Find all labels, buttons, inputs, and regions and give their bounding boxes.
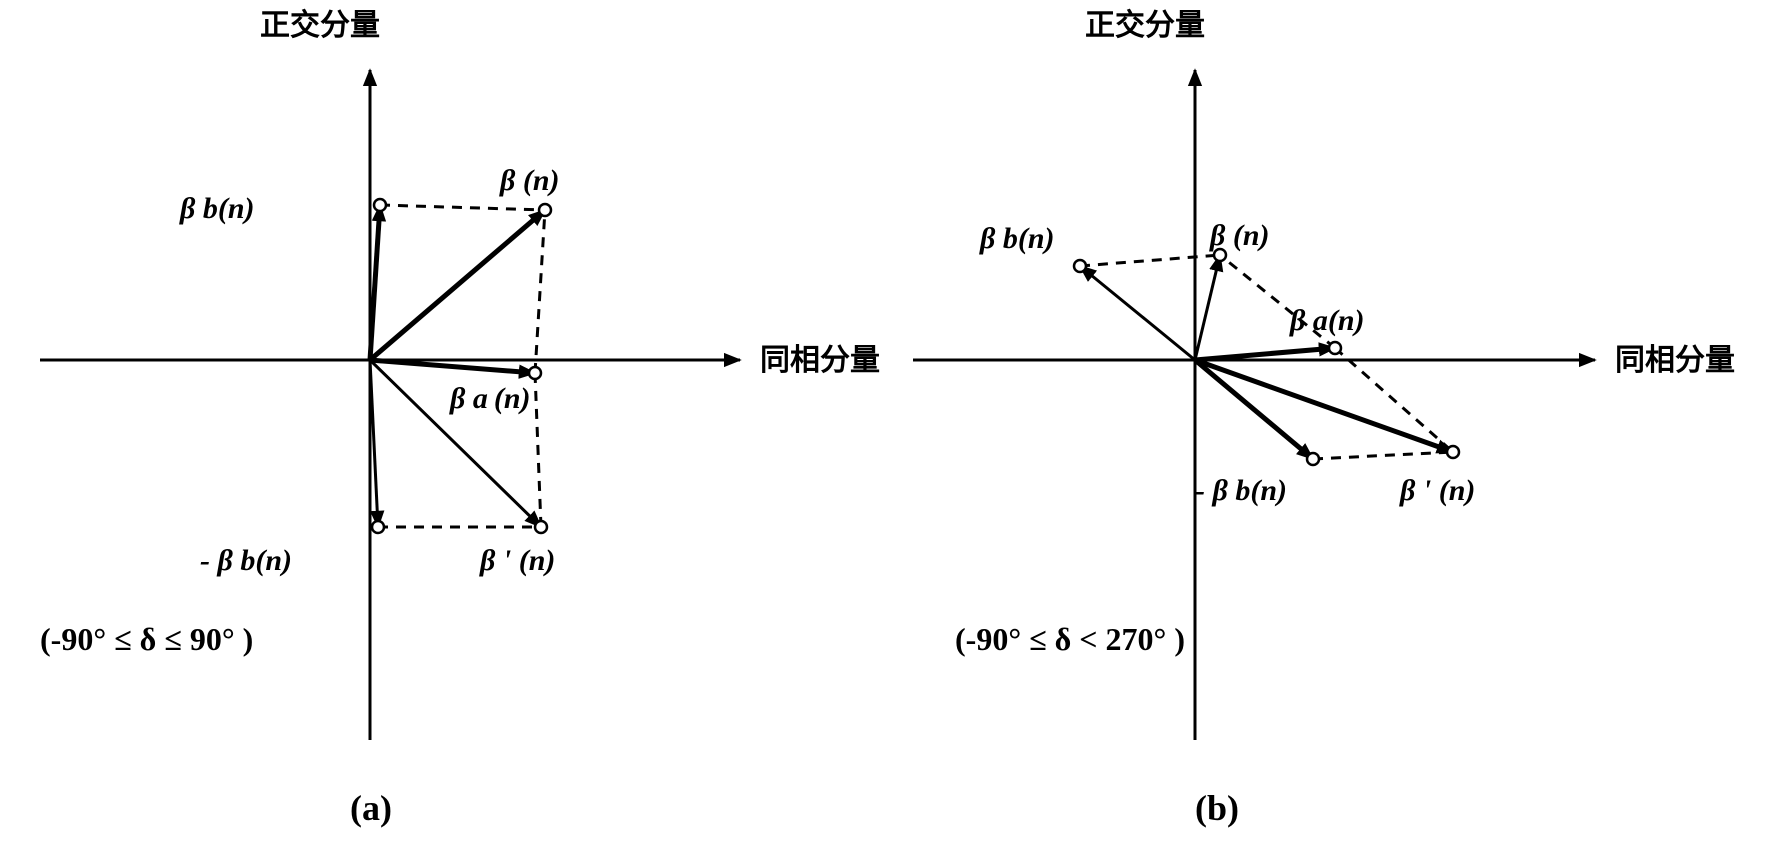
dash-bb-to-beta xyxy=(1080,255,1220,266)
lbl-neg-beta-b: - β b(n) xyxy=(200,544,292,577)
range-a: (-90° ≤ δ ≤ 90° ) xyxy=(40,621,253,657)
vec-beta xyxy=(1195,255,1220,360)
x-axis-label: 同相分量 xyxy=(1615,344,1735,377)
y-axis-label: 正交分量 xyxy=(1085,8,1205,42)
x-axis-label: 同相分量 xyxy=(760,344,880,377)
lbl-beta-prime: β ' (n) xyxy=(479,544,555,577)
y-axis-label: 正交分量 xyxy=(260,8,380,42)
dash-ba-to-beta xyxy=(535,210,545,373)
vec-beta-a xyxy=(370,360,535,373)
pt-beta-b xyxy=(374,199,386,211)
pt-beta-a xyxy=(529,367,541,379)
dash-bb-to-beta xyxy=(380,205,545,210)
pt-neg-beta-b xyxy=(1307,453,1319,465)
page: 正交分量 同相分量 β b(n) β (n) β a (n) - β b(n) … xyxy=(0,0,1790,843)
pt-beta-b xyxy=(1074,260,1086,272)
vec-beta-b xyxy=(1080,266,1195,360)
lbl-beta: β (n) xyxy=(1209,219,1270,252)
pt-beta xyxy=(539,204,551,216)
pt-beta-prime xyxy=(1447,446,1459,458)
pt-beta-a xyxy=(1329,342,1341,354)
lbl-beta: β (n) xyxy=(499,164,560,197)
panel-a: 正交分量 同相分量 β b(n) β (n) β a (n) - β b(n) … xyxy=(0,0,895,843)
diagram-b-svg: 正交分量 同相分量 β b(n) β (n) β a(n) - β b(n) β… xyxy=(895,0,1790,843)
vec-neg-beta-b xyxy=(1195,360,1313,459)
lbl-beta-b: β b(n) xyxy=(979,222,1055,255)
vec-beta-prime xyxy=(1195,360,1453,452)
vec-beta xyxy=(370,210,545,360)
dash-nbb-to-bp xyxy=(1313,452,1453,459)
lbl-beta-b: β b(n) xyxy=(179,192,255,225)
vec-beta-a xyxy=(1195,348,1335,360)
caption-a: (a) xyxy=(350,788,392,828)
diagram-a-svg: 正交分量 同相分量 β b(n) β (n) β a (n) - β b(n) … xyxy=(0,0,895,843)
caption-b: (b) xyxy=(1195,788,1239,828)
dash-ba-to-bp xyxy=(1335,348,1453,452)
pt-beta-prime xyxy=(535,521,547,533)
pt-neg-beta-b xyxy=(372,521,384,533)
panel-b: 正交分量 同相分量 β b(n) β (n) β a(n) - β b(n) β… xyxy=(895,0,1790,843)
lbl-beta-prime: β ' (n) xyxy=(1399,474,1475,507)
dash-ba-to-bp xyxy=(535,373,541,527)
lbl-neg-beta-b: - β b(n) xyxy=(1195,474,1287,507)
lbl-beta-a: β a(n) xyxy=(1289,304,1365,337)
lbl-beta-a: β a (n) xyxy=(449,382,531,415)
range-b: (-90° ≤ δ < 270° ) xyxy=(955,621,1185,657)
